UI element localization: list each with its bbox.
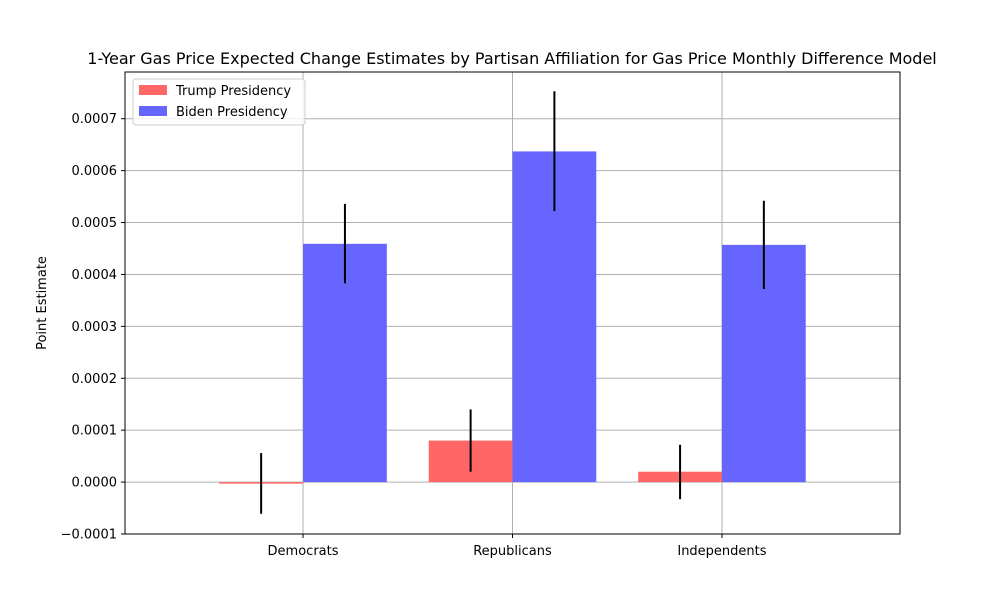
x-tick-label: Independents [677,544,766,559]
x-axis-ticks: Democrats Republicans Independents [268,534,767,559]
y-axis-ticks: −0.0001 0.0000 0.0001 0.0002 0.0003 0.0004 0.0… [61,112,125,543]
y-tick-label: 0.0007 [72,112,118,127]
y-tick-label: 0.0005 [72,216,118,231]
legend-box [132,78,306,126]
y-tick-label: −0.0001 [61,528,117,543]
x-tick-label: Democrats [268,544,339,559]
y-axis-label: Point Estimate [35,256,50,350]
y-tick-label: 0.0002 [72,372,118,387]
y-tick-label: 0.0004 [72,268,118,283]
y-tick-label: 0.0000 [72,476,118,491]
legend-label: Trump Presidency [175,84,291,99]
legend: Trump Presidency Biden Presidency [132,78,306,126]
y-tick-label: 0.0003 [72,320,118,335]
legend-label: Biden Presidency [176,105,288,120]
x-tick-label: Republicans [473,544,552,559]
legend-swatch [139,85,167,95]
bar [303,243,387,483]
chart-title: 1-Year Gas Price Expected Change Estimat… [87,49,936,68]
y-tick-label: 0.0006 [72,164,118,179]
legend-swatch [139,106,167,116]
bars [219,151,806,484]
y-tick-label: 0.0001 [72,424,118,439]
error-bars [260,91,765,514]
